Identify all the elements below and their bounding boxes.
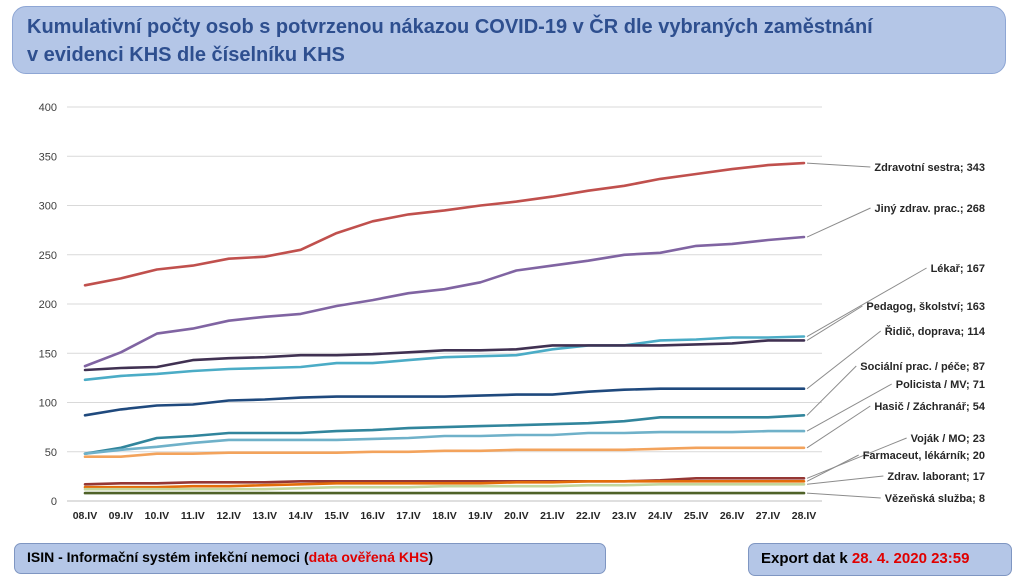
x-tick-label: 19.IV bbox=[468, 510, 493, 522]
leader-line-5 bbox=[806, 365, 857, 416]
footer-export-date: 28. 4. 2020 23:59 bbox=[851, 550, 970, 567]
x-tick-label: 09.IV bbox=[109, 510, 134, 522]
leader-line-6 bbox=[806, 383, 892, 432]
y-tick-label: 50 bbox=[45, 447, 57, 459]
x-tick-label: 11.IV bbox=[181, 510, 205, 522]
series-line-0 bbox=[83, 161, 806, 287]
y-tick-label: 200 bbox=[39, 299, 57, 311]
x-tick-label: 21.IV bbox=[540, 510, 565, 522]
series-label-10: Zdrav. laborant; 17 bbox=[887, 471, 985, 483]
footer-source-highlight: data ověřená KHS bbox=[308, 549, 429, 565]
y-tick-label: 300 bbox=[39, 201, 57, 213]
leader-line-9 bbox=[806, 454, 859, 482]
y-tick-label: 100 bbox=[39, 398, 57, 410]
series-line-6 bbox=[83, 429, 806, 456]
series-line-7 bbox=[83, 446, 806, 459]
leader-line-8 bbox=[806, 437, 907, 479]
footer-export-text: Export dat k bbox=[761, 550, 852, 567]
gridlines bbox=[67, 106, 822, 502]
x-tick-label: 17.IV bbox=[396, 510, 421, 522]
series-label-11: Vězeňská služba; 8 bbox=[885, 493, 985, 505]
series-line-1 bbox=[83, 235, 806, 368]
series-label-4: Řidič, doprava; 114 bbox=[885, 325, 986, 338]
x-tick-label: 24.IV bbox=[648, 510, 673, 522]
series-label-9: Farmaceut, lékárník; 20 bbox=[863, 450, 985, 462]
x-tick-label: 18.IV bbox=[432, 510, 457, 522]
series-lines bbox=[83, 161, 806, 495]
series-line-10 bbox=[83, 482, 806, 491]
footer-source-text: ISIN - Informační systém infekční nemoci… bbox=[27, 549, 309, 565]
x-tick-label: 25.IV bbox=[684, 510, 709, 522]
y-tick-label: 0 bbox=[51, 496, 57, 508]
series-label-0: Zdravotní sestra; 343 bbox=[874, 162, 985, 174]
series-line-5 bbox=[83, 413, 806, 456]
leader-line-10 bbox=[806, 475, 884, 485]
series-label-6: Policista / MV; 71 bbox=[896, 379, 985, 391]
x-tick-label: 14.IV bbox=[288, 510, 313, 522]
series-label-5: Sociální prac. / péče; 87 bbox=[860, 361, 985, 373]
leader-line-4 bbox=[806, 330, 882, 390]
series-labels: Zdravotní sestra; 343 Jiný zdrav. prac.; … bbox=[860, 162, 986, 505]
series-line-4 bbox=[83, 387, 806, 417]
y-tick-label: 150 bbox=[39, 348, 57, 360]
series-line-3 bbox=[83, 339, 806, 372]
chart-title-line-2: v evidenci KHS dle číselníku KHS bbox=[27, 44, 345, 66]
footer-export-box: Export dat k 28. 4. 2020 23:59 bbox=[748, 543, 1012, 576]
series-line-2 bbox=[83, 335, 806, 382]
series-line-8 bbox=[83, 476, 806, 486]
chart-title-line-1: Kumulativní počty osob s potvrzenou náka… bbox=[27, 16, 873, 38]
leader-line-1 bbox=[806, 207, 871, 238]
series-line-9 bbox=[83, 479, 806, 489]
series-label-1: Jiný zdrav. prac.; 268 bbox=[875, 203, 985, 215]
x-tick-label: 26.IV bbox=[720, 510, 745, 522]
leader-line-2 bbox=[806, 267, 927, 337]
x-tick-label: 13.IV bbox=[252, 510, 277, 522]
y-tick-label: 250 bbox=[39, 250, 57, 262]
series-label-7: Hasič / Záchranář; 54 bbox=[874, 401, 986, 413]
series-label-8: Voják / MO; 23 bbox=[911, 433, 985, 445]
footer-source-box: ISIN - Informační systém infekční nemoci… bbox=[14, 543, 606, 574]
x-tick-label: 15.IV bbox=[324, 510, 349, 522]
leader-line-11 bbox=[806, 492, 881, 499]
leader-line-7 bbox=[806, 405, 871, 449]
x-tick-label: 22.IV bbox=[576, 510, 601, 522]
leader-line-3 bbox=[806, 305, 863, 341]
y-axis-ticks: 0 50 100 150 200 250 300 350 400 bbox=[39, 102, 57, 508]
footer-source-end: ) bbox=[428, 549, 434, 565]
x-tick-label: 10.IV bbox=[145, 510, 170, 522]
label-leader-lines bbox=[806, 162, 927, 499]
x-tick-label: 28.IV bbox=[792, 510, 817, 522]
x-tick-label: 12.IV bbox=[217, 510, 242, 522]
x-tick-label: 08.IV bbox=[73, 510, 98, 522]
x-tick-label: 23.IV bbox=[612, 510, 637, 522]
x-tick-label: 27.IV bbox=[756, 510, 781, 522]
series-label-2: Lékař; 167 bbox=[931, 263, 985, 275]
leader-line-0 bbox=[806, 162, 871, 168]
series-label-3: Pedagog, školství; 163 bbox=[866, 301, 985, 313]
x-tick-label: 16.IV bbox=[360, 510, 385, 522]
y-tick-label: 350 bbox=[39, 151, 57, 163]
x-tick-label: 20.IV bbox=[504, 510, 529, 522]
title-banner: Kumulativní počty osob s potvrzenou náka… bbox=[12, 6, 1006, 74]
y-tick-label: 400 bbox=[39, 102, 57, 114]
x-axis-ticks: 08.IV 09.IV 10.IV 11.IV 12.IV 13.IV 14.IV 15.IV… bbox=[73, 510, 817, 522]
